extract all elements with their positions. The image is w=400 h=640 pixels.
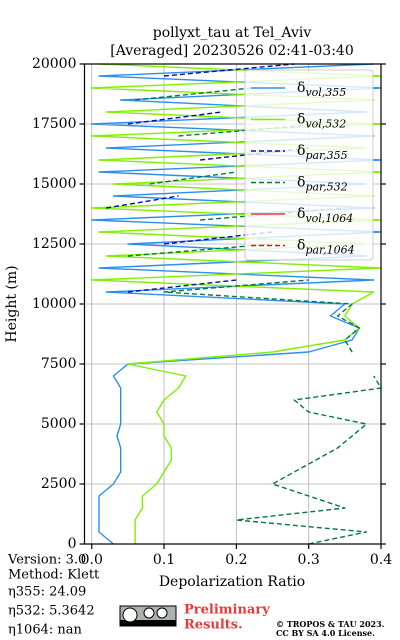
- y-tick-label: 0: [68, 536, 77, 552]
- footer-info: Method: Klett: [8, 568, 100, 583]
- y-tick-label: 20000: [32, 56, 77, 72]
- x-tick-label: 0.1: [153, 552, 175, 568]
- x-axis-label: Depolarization Ratio: [159, 574, 305, 590]
- cc-logo: [119, 605, 177, 627]
- x-tick-label: 0.0: [81, 552, 103, 568]
- y-tick-label: 7500: [41, 356, 77, 372]
- preliminary-notice: Preliminary: [184, 603, 270, 618]
- copyright: © TROPOS & TAU 2023.: [276, 619, 385, 629]
- legend-label: δpar,355: [297, 143, 348, 162]
- chart-subtitle: [Averaged] 20230526 02:41-03:40: [110, 43, 354, 59]
- legend: δvol,355 δvol,532 δpar,355 δpar,532 δvol,106…: [244, 69, 374, 261]
- footer-info: η532: 5.3642: [8, 604, 95, 619]
- y-axis-label: Height (m): [4, 265, 20, 342]
- y-tick-label: 15000: [32, 176, 77, 192]
- legend-label: δvol,355: [297, 80, 346, 99]
- legend-label: δpar,1064: [297, 238, 355, 257]
- legend-label: δpar,532: [297, 175, 348, 194]
- profile-line: [106, 63, 309, 293]
- license: CC BY SA 4.0 License.: [276, 628, 375, 638]
- y-tick-label: 5000: [41, 416, 77, 432]
- x-tick-label: 0.4: [370, 552, 392, 568]
- x-tick-label: 0.2: [225, 552, 247, 568]
- legend-label: δvol,532: [297, 112, 346, 131]
- y-tick-label: 12500: [32, 236, 77, 252]
- x-tick-label: 0.3: [298, 552, 320, 568]
- y-tick-label: 17500: [32, 116, 77, 132]
- footer-info: Version: 3.0: [7, 553, 86, 568]
- legend-box: [244, 69, 374, 261]
- y-tick-label: 10000: [32, 296, 77, 312]
- preliminary-notice: Results.: [184, 618, 243, 633]
- chart-title: pollyxt_tau at Tel_Aviv: [153, 25, 312, 41]
- footer-info: η1064: nan: [8, 623, 83, 638]
- ticks: 0 2500 5000 7500 10000 12500 15000 17500 20000 0.…: [32, 56, 392, 568]
- y-tick-label: 2500: [41, 476, 77, 492]
- legend-label: δvol,1064: [297, 206, 353, 225]
- footer-info: η355: 24.09: [8, 585, 86, 600]
